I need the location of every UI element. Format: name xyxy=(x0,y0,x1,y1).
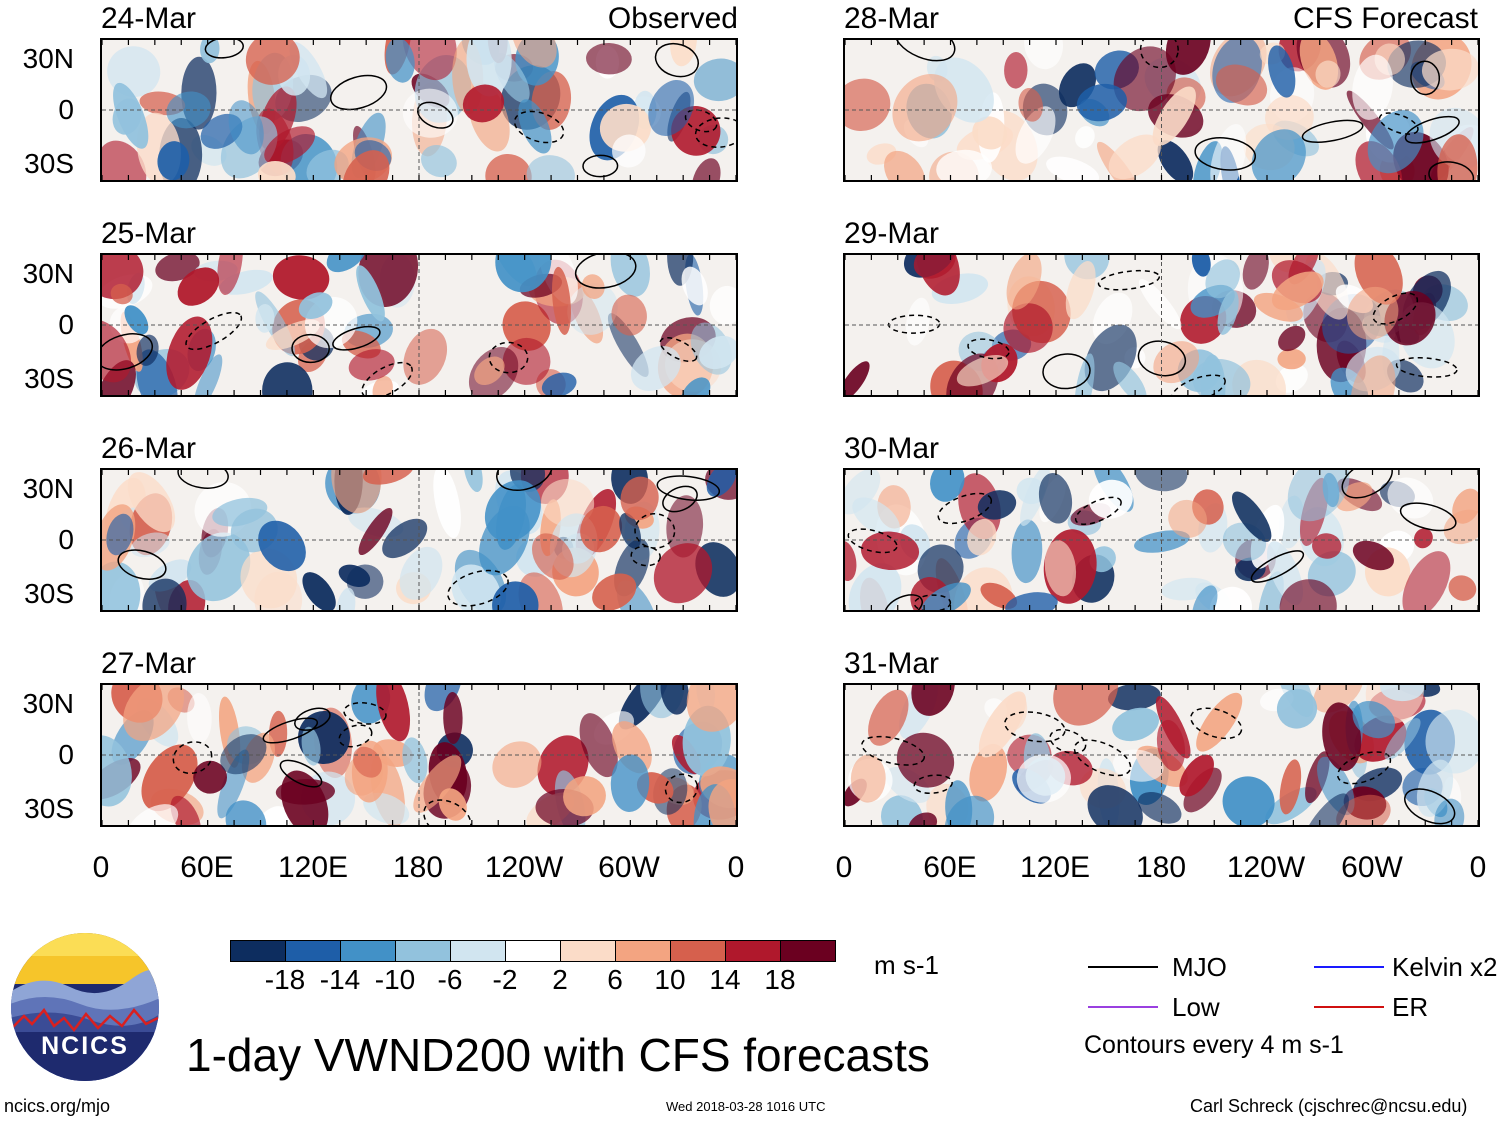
legend-label-mjo: MJO xyxy=(1172,952,1227,982)
map-panel-observed xyxy=(100,683,738,827)
lat-label-30s: 30S xyxy=(24,363,74,394)
lat-label-eq: 0 xyxy=(58,309,74,340)
panel-date-label: 30-Mar xyxy=(844,432,940,465)
colorbar-swatch xyxy=(505,940,561,962)
colorbar-swatch xyxy=(395,940,451,962)
lat-label-eq: 0 xyxy=(58,524,74,555)
legend-line-mjo xyxy=(1088,966,1158,968)
footer-timestamp: Wed 2018-03-28 1016 UTC xyxy=(666,1099,826,1114)
colorbar-swatch xyxy=(340,940,396,962)
legend-label-low: Low xyxy=(1172,992,1220,1022)
legend-line-low xyxy=(1088,1006,1158,1008)
lon-label: 60E xyxy=(180,851,234,884)
colorbar-tick-label: 14 xyxy=(709,964,741,995)
figure-title: 1-day VWND200 with CFS forecasts xyxy=(186,1029,930,1081)
legend-line-er xyxy=(1314,1006,1384,1008)
colorbar-tick-label: -6 xyxy=(437,964,463,995)
lon-label: 180 xyxy=(392,851,444,884)
legend-label-er: ER xyxy=(1392,992,1429,1022)
panel-date-label: 27-Mar xyxy=(101,647,197,680)
map-panel-forecast xyxy=(843,253,1480,397)
lat-label-30s: 30S xyxy=(24,793,74,824)
colorbar-tick-label: -18 xyxy=(264,964,306,995)
footer-website: ncics.org/mjo xyxy=(4,1096,111,1116)
lat-label-30n: 30N xyxy=(22,43,74,74)
column-header-cfs-forecast: CFS Forecast xyxy=(1292,2,1478,35)
colorbar-tick-label: -10 xyxy=(374,964,416,995)
panel-date-label: 24-Mar xyxy=(101,2,197,35)
map-panel-observed xyxy=(100,253,738,397)
footer-author: Carl Schreck (cjschrec@ncsu.edu) xyxy=(1190,1096,1468,1116)
lon-label: 180 xyxy=(1135,851,1187,884)
lat-label-30n: 30N xyxy=(22,258,74,289)
lat-label-30n: 30N xyxy=(22,473,74,504)
lon-label: 120W xyxy=(1226,851,1306,884)
colorbar-tick-label: 10 xyxy=(654,964,686,995)
lon-label: 60E xyxy=(923,851,977,884)
lon-label: 0 xyxy=(727,851,745,884)
lon-label: 0 xyxy=(92,851,110,884)
colorbar-tick-label: -14 xyxy=(319,964,361,995)
lat-label-30s: 30S xyxy=(24,148,74,179)
lon-label: 120E xyxy=(277,851,349,884)
lon-label: 0 xyxy=(1469,851,1487,884)
colorbar-swatch xyxy=(285,940,341,962)
colorbar-tick-label: -2 xyxy=(492,964,518,995)
panel-date-label: 29-Mar xyxy=(844,217,940,250)
map-panel-forecast xyxy=(843,468,1480,612)
colorbar-tick-label: 6 xyxy=(607,964,623,995)
lat-label-eq: 0 xyxy=(58,94,74,125)
map-panel-forecast xyxy=(843,683,1480,827)
colorbar-swatch xyxy=(780,940,836,962)
colorbar-swatch xyxy=(670,940,726,962)
lon-label: 0 xyxy=(835,851,853,884)
legend-label-kelvin: Kelvin x2 xyxy=(1392,952,1498,982)
legend-line-kelvin xyxy=(1314,966,1384,968)
colorbar-swatch xyxy=(725,940,781,962)
panel-date-label: 28-Mar xyxy=(844,2,940,35)
lon-label: 60W xyxy=(598,851,660,884)
panel-date-label: 26-Mar xyxy=(101,432,197,465)
contour-note: Contours every 4 m s-1 xyxy=(1084,1031,1344,1059)
ncics-logo: NCICS xyxy=(10,932,160,1082)
colorbar-tick-label: 18 xyxy=(764,964,796,995)
lon-label: 120W xyxy=(484,851,564,884)
colorbar-swatch xyxy=(615,940,671,962)
colorbar-swatch xyxy=(560,940,616,962)
map-panel-observed xyxy=(100,38,738,182)
map-panel-forecast xyxy=(843,38,1480,182)
map-panel-observed xyxy=(100,468,738,612)
panel-date-label: 31-Mar xyxy=(844,647,940,680)
column-header-observed: Observed xyxy=(607,2,738,35)
colorbar-swatch xyxy=(230,940,286,962)
logo-text: NCICS xyxy=(41,1032,129,1060)
colorbar-tick-label: 2 xyxy=(552,964,568,995)
lat-label-30s: 30S xyxy=(24,578,74,609)
panel-date-label: 25-Mar xyxy=(101,217,197,250)
lon-label: 60W xyxy=(1341,851,1403,884)
lat-label-30n: 30N xyxy=(22,688,74,719)
lat-label-eq: 0 xyxy=(58,739,74,770)
colorbar-unit: m s-1 xyxy=(874,950,939,980)
lon-label: 120E xyxy=(1019,851,1091,884)
colorbar-swatch xyxy=(450,940,506,962)
